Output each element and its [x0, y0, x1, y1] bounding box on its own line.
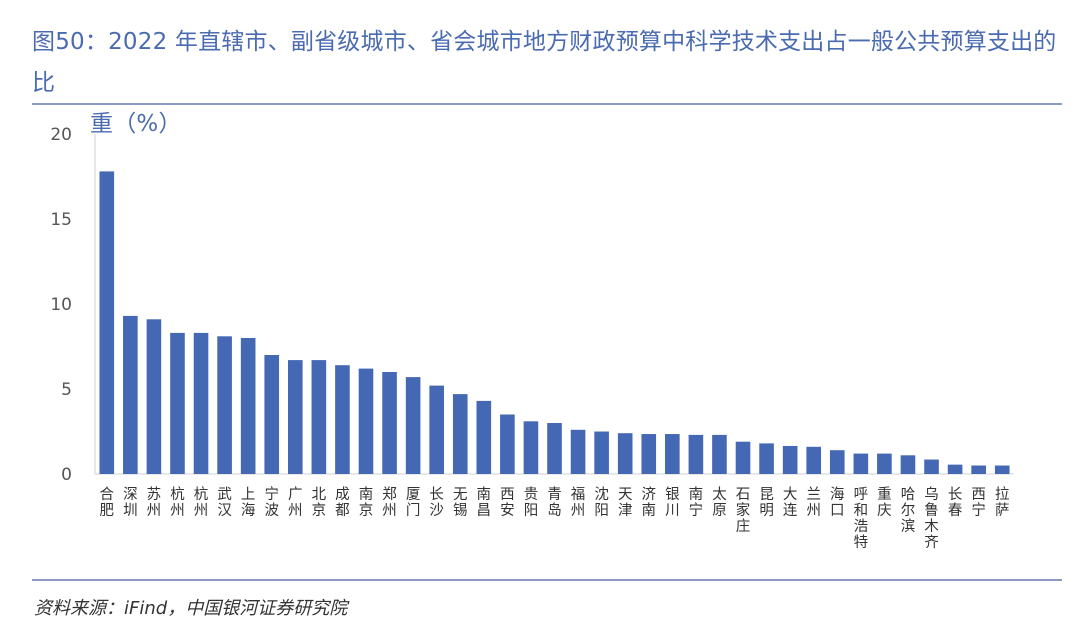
- y-tick-label: 10: [50, 295, 72, 315]
- x-tick-label: 石家庄: [736, 487, 751, 535]
- bar: [806, 446, 822, 474]
- x-tick-label: 银川: [665, 486, 680, 519]
- x-tick-label: 厦门: [406, 487, 421, 519]
- x-tick-label: 呼和浩特: [854, 486, 869, 551]
- bar: [735, 441, 751, 474]
- bar: [594, 431, 609, 474]
- bar: [99, 171, 115, 474]
- bar: [900, 455, 916, 474]
- x-tick-label: 北京: [312, 486, 327, 519]
- bar: [193, 332, 209, 474]
- y-tick-label: 0: [61, 465, 72, 485]
- x-tick-label: 西安: [500, 487, 515, 519]
- bar: [570, 429, 586, 474]
- x-tick-label: 南昌: [477, 486, 492, 519]
- bar: [405, 377, 421, 474]
- bar: [547, 423, 562, 474]
- x-tick-label: 太原: [712, 486, 727, 519]
- x-tick-label: 沈阳: [594, 486, 609, 519]
- x-tick-label: 成都: [335, 486, 350, 519]
- bar: [971, 465, 986, 474]
- x-tick-label: 长沙: [429, 486, 444, 519]
- x-tick-label: 海口: [830, 486, 845, 519]
- bar: [523, 421, 539, 474]
- x-tick-label: 天津: [618, 487, 633, 519]
- bar: [759, 443, 774, 474]
- x-tick-label: 西宁: [971, 487, 986, 519]
- x-tick-label: 长春: [948, 486, 963, 519]
- bar: [924, 459, 939, 474]
- x-tick-label: 昆明: [759, 487, 774, 519]
- y-tick-label: 20: [50, 125, 72, 145]
- chart-title-line1: 图50：2022 年直辖市、副省级城市、省会城市地方财政预算中科学技术支出占一般…: [32, 29, 1057, 96]
- y-tick-label: 5: [61, 380, 72, 400]
- bar: [712, 434, 727, 474]
- bar: [240, 338, 256, 474]
- x-tick-label: 拉萨: [995, 486, 1010, 519]
- bar: [217, 336, 232, 474]
- x-tick-label: 贵阳: [524, 486, 539, 519]
- bar: [429, 385, 444, 474]
- x-tick-label: 兰州: [806, 486, 821, 519]
- bar: [665, 434, 680, 474]
- bar: [287, 360, 303, 474]
- y-tick-label: 15: [50, 210, 72, 230]
- bar: [853, 453, 869, 474]
- bar: [688, 434, 704, 474]
- x-tick-label: 福州: [571, 486, 586, 519]
- bar: [123, 315, 138, 474]
- bar: [170, 332, 185, 474]
- bar: [358, 368, 374, 474]
- x-tick-label: 乌鲁木齐: [924, 486, 939, 551]
- bar: [617, 433, 633, 474]
- chart-title-line2: 重（%）: [90, 111, 182, 137]
- x-tick-label: 武汉: [217, 486, 232, 519]
- bar: [264, 355, 280, 474]
- x-tick-label: 上海: [241, 486, 256, 519]
- x-tick-label: 无锡: [453, 487, 468, 519]
- x-tick-label: 深圳: [123, 486, 138, 519]
- x-tick-label: 杭州: [194, 486, 209, 519]
- bar: [829, 450, 845, 474]
- x-tick-label: 大连: [783, 486, 798, 519]
- bar: [476, 400, 492, 474]
- bar: [311, 360, 327, 474]
- x-tick-label: 济南: [642, 486, 657, 519]
- bar: [146, 319, 162, 474]
- chart-title: 图50：2022 年直辖市、副省级城市、省会城市地方财政预算中科学技术支出占一般…: [32, 22, 1072, 145]
- bar: [782, 445, 798, 474]
- bar: [947, 464, 963, 474]
- x-tick-label: 宁波: [264, 486, 279, 519]
- x-tick-label: 青岛: [547, 486, 562, 519]
- x-tick-label: 哈尔滨: [901, 486, 916, 535]
- x-tick-label: 郑州: [382, 486, 397, 519]
- bar: [877, 453, 892, 474]
- bar: [382, 372, 397, 474]
- bar: [452, 394, 468, 474]
- bar: [994, 465, 1010, 474]
- bar: [500, 414, 515, 474]
- x-tick-label: 重庆: [877, 486, 892, 519]
- title-divider: [32, 103, 1062, 105]
- source-note: 资料来源：iFind，中国银河证券研究院: [34, 598, 348, 619]
- bar: [641, 434, 657, 474]
- x-tick-label: 合肥: [100, 486, 115, 519]
- x-tick-label: 杭州: [170, 486, 185, 519]
- x-tick-label: 南宁: [689, 486, 704, 519]
- bar: [335, 365, 350, 474]
- x-tick-label: 苏州: [147, 486, 162, 519]
- x-tick-label: 南京: [359, 486, 374, 519]
- source-divider: [32, 579, 1062, 581]
- x-tick-label: 广州: [288, 486, 303, 519]
